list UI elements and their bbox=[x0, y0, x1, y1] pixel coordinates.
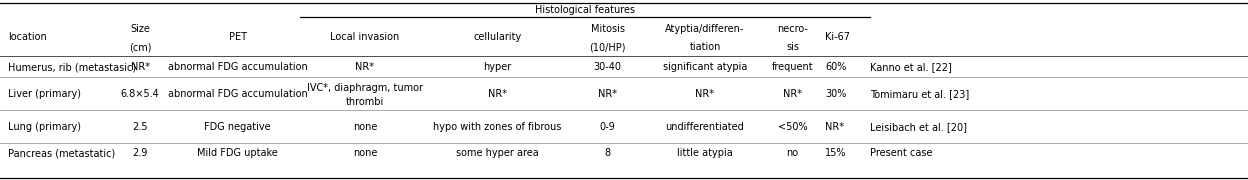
Text: Local invasion: Local invasion bbox=[331, 32, 399, 42]
Text: Mild FDG uptake: Mild FDG uptake bbox=[197, 148, 278, 158]
Text: PET: PET bbox=[228, 32, 247, 42]
Text: 15%: 15% bbox=[825, 148, 846, 158]
Text: FDG negative: FDG negative bbox=[205, 122, 271, 132]
Text: sis: sis bbox=[786, 42, 799, 52]
Text: Size: Size bbox=[130, 24, 150, 34]
Text: some hyper area: some hyper area bbox=[456, 148, 539, 158]
Text: no: no bbox=[786, 148, 799, 158]
Text: Humerus, rib (metastasic): Humerus, rib (metastasic) bbox=[7, 62, 136, 72]
Text: NR*: NR* bbox=[131, 62, 150, 72]
Text: (cm): (cm) bbox=[129, 42, 151, 52]
Text: 6.8×5.4: 6.8×5.4 bbox=[121, 89, 160, 99]
Text: cellularity: cellularity bbox=[473, 32, 522, 42]
Text: 2.5: 2.5 bbox=[132, 122, 147, 132]
Text: Tomimaru et al. [23]: Tomimaru et al. [23] bbox=[870, 89, 970, 99]
Text: hyper: hyper bbox=[483, 62, 512, 72]
Text: NR*: NR* bbox=[356, 62, 374, 72]
Text: abnormal FDG accumulation: abnormal FDG accumulation bbox=[167, 62, 307, 72]
Text: little atypia: little atypia bbox=[678, 148, 733, 158]
Text: necro-: necro- bbox=[778, 24, 807, 34]
Text: 30%: 30% bbox=[825, 89, 846, 99]
Text: IVC*, diaphragm, tumor: IVC*, diaphragm, tumor bbox=[307, 83, 423, 93]
Text: undifferentiated: undifferentiated bbox=[665, 122, 744, 132]
Text: Mitosis: Mitosis bbox=[590, 24, 624, 34]
Text: tiation: tiation bbox=[689, 42, 720, 52]
Text: NR*: NR* bbox=[598, 89, 617, 99]
Text: 0-9: 0-9 bbox=[599, 122, 615, 132]
Text: NR*: NR* bbox=[488, 89, 507, 99]
Text: hypo with zones of fibrous: hypo with zones of fibrous bbox=[433, 122, 562, 132]
Text: location: location bbox=[7, 32, 46, 42]
Text: frequent: frequent bbox=[771, 62, 814, 72]
Text: 60%: 60% bbox=[825, 62, 846, 72]
Text: NR*: NR* bbox=[782, 89, 802, 99]
Text: Leisibach et al. [20]: Leisibach et al. [20] bbox=[870, 122, 967, 132]
Text: Histological features: Histological features bbox=[535, 5, 635, 15]
Text: 2.9: 2.9 bbox=[132, 148, 147, 158]
Text: Kanno et al. [22]: Kanno et al. [22] bbox=[870, 62, 952, 72]
Text: Liver (primary): Liver (primary) bbox=[7, 89, 81, 99]
Text: (10/HP): (10/HP) bbox=[589, 42, 625, 52]
Text: <50%: <50% bbox=[778, 122, 807, 132]
Text: none: none bbox=[353, 122, 377, 132]
Text: NR*: NR* bbox=[695, 89, 715, 99]
Text: significant atypia: significant atypia bbox=[663, 62, 748, 72]
Text: Pancreas (metastatic): Pancreas (metastatic) bbox=[7, 148, 115, 158]
Text: abnormal FDG accumulation: abnormal FDG accumulation bbox=[167, 89, 307, 99]
Text: Lung (primary): Lung (primary) bbox=[7, 122, 81, 132]
Text: Present case: Present case bbox=[870, 148, 932, 158]
Text: thrombi: thrombi bbox=[346, 97, 384, 107]
Text: none: none bbox=[353, 148, 377, 158]
Text: 30-40: 30-40 bbox=[594, 62, 622, 72]
Text: NR*: NR* bbox=[825, 122, 844, 132]
Text: 8: 8 bbox=[604, 148, 610, 158]
Text: Ki-67: Ki-67 bbox=[825, 32, 850, 42]
Text: Atyptia/differen-: Atyptia/differen- bbox=[665, 24, 745, 34]
